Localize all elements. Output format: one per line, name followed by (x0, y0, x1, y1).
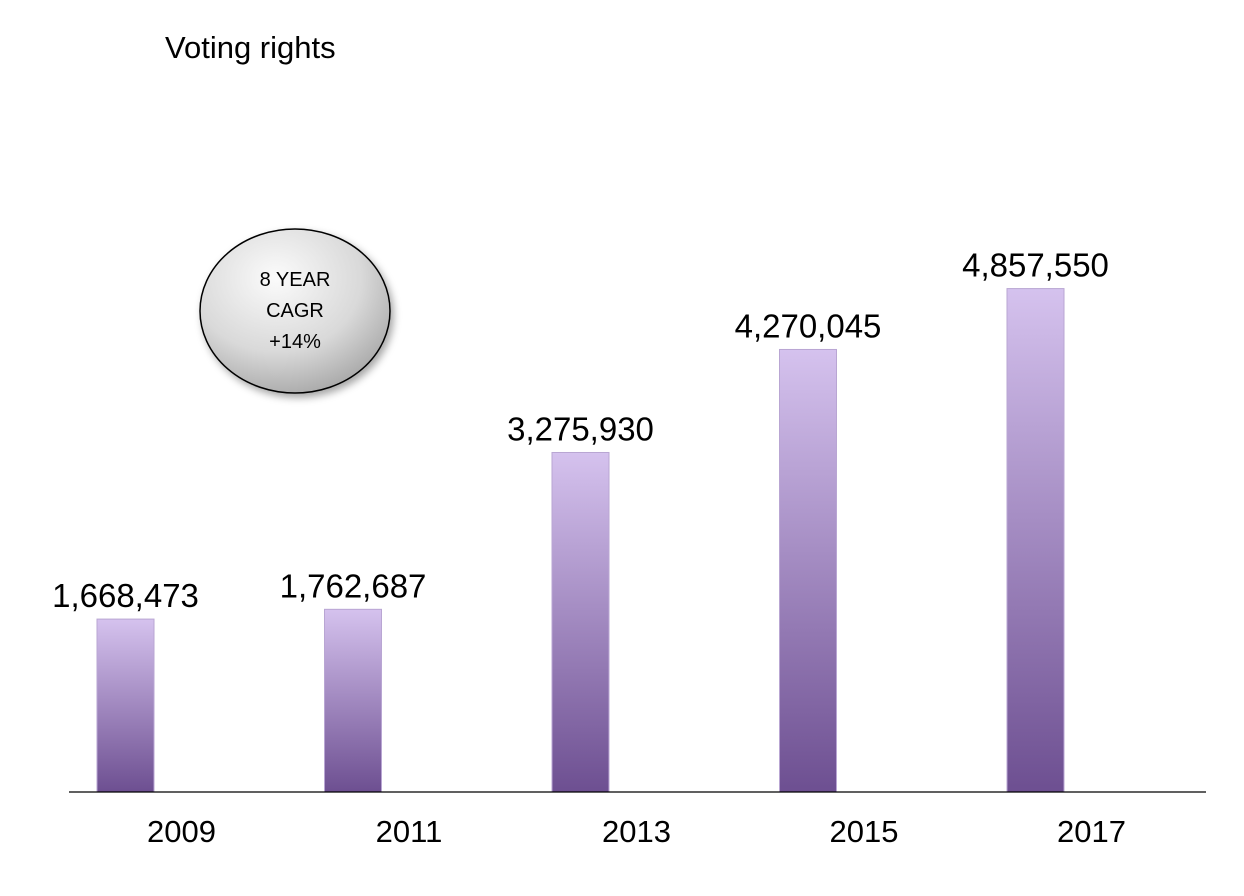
bar-2009 (96, 618, 155, 793)
value-label-2011: 1,762,687 (280, 567, 427, 604)
bar-2013 (551, 451, 610, 793)
bar-2017 (1006, 288, 1065, 793)
cagr-badge-circle (199, 228, 391, 394)
x-tick-label-2017: 2017 (1057, 814, 1126, 849)
value-labels-layer: 1,668,473 1,762,687 3,275,930 4,270,045 4,85… (52, 247, 1109, 615)
cagr-badge-line-1: 8 YEAR (260, 269, 331, 291)
x-tick-label-2015: 2015 (830, 814, 899, 849)
cagr-badge-line-2: CAGR (266, 300, 324, 322)
value-label-2015: 4,270,045 (735, 307, 882, 344)
bar-2015 (779, 348, 837, 793)
value-label-2017: 4,857,550 (962, 247, 1109, 284)
value-label-2009: 1,668,473 (52, 577, 199, 614)
value-label-2013: 3,275,930 (507, 410, 654, 447)
x-tick-label-2013: 2013 (602, 814, 671, 849)
chart-title: Voting rights (165, 30, 336, 65)
cagr-badge: 8 YEAR CAGR +14% (199, 228, 391, 394)
cagr-badge-line-3: +14% (269, 331, 321, 353)
x-tick-labels: 2009 2011 2013 2015 2017 (147, 814, 1126, 849)
x-tick-label-2009: 2009 (147, 814, 216, 849)
bar-2011 (324, 608, 382, 793)
x-tick-label-2011: 2011 (376, 814, 443, 849)
bars-layer (96, 288, 1065, 793)
